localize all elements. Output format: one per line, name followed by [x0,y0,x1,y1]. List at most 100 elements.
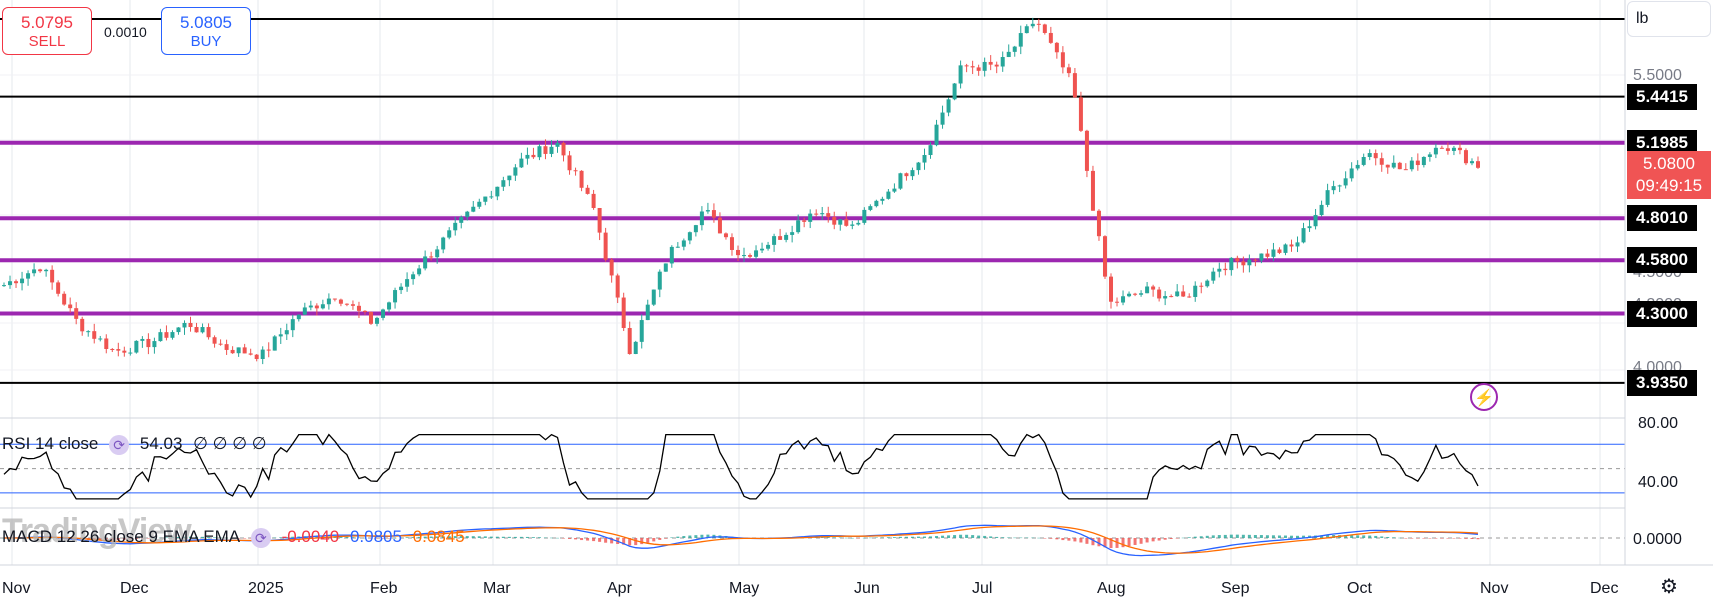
candle-body [308,305,313,308]
macd-legend[interactable]: MACD 12 26 close 9 EMA EMA ⟳ -0.0040 0.0… [2,527,471,548]
settings-gear-icon[interactable]: ⚙ [1660,576,1678,598]
macd-histogram-bar [543,537,547,539]
macd-histogram-bar [622,538,626,545]
macd-histogram-bar [195,536,199,538]
buy-label: BUY [190,33,222,50]
macd-histogram-bar [1169,538,1173,539]
candle-body [1385,164,1390,168]
time-axis-label: Aug [1097,580,1125,597]
macd-histogram-bar [122,538,126,540]
macd-histogram-bar [971,535,975,538]
buy-button[interactable]: 5.0805 BUY [161,7,251,55]
macd-histogram-bar [1193,536,1197,538]
lightning-icon[interactable]: ⚡ [1470,383,1498,411]
candle-body [555,142,560,147]
macd-histogram-bar [1356,535,1360,538]
candle-body [874,200,879,207]
refresh-icon[interactable]: ⟳ [109,434,130,455]
refresh-icon[interactable]: ⟳ [250,527,271,548]
macd-axis-label: 0.0000 [1633,531,1682,548]
macd-histogram-bar [1404,538,1408,539]
macd-histogram-bar [158,537,162,539]
macd-histogram-bar [1043,538,1047,539]
macd-pane: 0.0000 [0,524,1682,557]
macd-histogram-bar [1326,535,1330,538]
macd-histogram-bar [435,536,439,538]
macd-histogram-bar [562,538,566,539]
macd-histogram-bar [574,538,578,540]
unit-selector[interactable]: lb [1627,1,1711,37]
macd-histogram-bar [1229,534,1233,538]
macd-signal-line [4,525,1479,554]
macd-histogram-bar [1205,535,1209,538]
candle-body [633,341,638,355]
candle-body [302,307,307,315]
macd-histogram-bar [1458,538,1462,539]
macd-histogram-bar [152,537,156,539]
current-price: 5.0800 [1643,154,1695,173]
candle-body [44,269,49,272]
candle-body [483,196,488,202]
sell-button[interactable]: 5.0795 SELL [2,7,92,55]
candle-body [711,210,716,218]
candle-body [92,331,97,339]
macd-histogram-bar [134,538,138,539]
macd-histogram-bar [1163,538,1167,540]
macd-histogram-bar [182,536,186,538]
macd-histogram-bar [1398,537,1402,539]
macd-histogram-bar [1452,538,1456,539]
time-axis-label: Jul [972,580,992,597]
candle-body [790,232,795,235]
candle-body [1109,276,1114,302]
macd-histogram-bar [249,538,253,539]
macd-histogram-bar [1145,538,1149,543]
macd-histogram-bar [959,534,963,538]
candle-body [621,297,626,329]
macd-histogram-bar [489,536,493,538]
candle-body [224,344,229,350]
macd-line-value: 0.0805 [349,527,402,546]
price-level-tag: 4.5800 [1627,247,1697,274]
horizontal-levels[interactable] [0,18,1625,384]
candle-body [754,250,759,257]
time-axis-label: Feb [370,580,398,597]
macd-histogram-bar [580,538,584,541]
macd-histogram-bar [549,537,553,539]
candle-body [1463,150,1468,164]
macd-histogram-bar [1277,535,1281,538]
candle-body [447,230,452,238]
rsi-pane: 80.00 40.00 [0,415,1678,500]
macd-histogram-bar [459,536,463,538]
candle-body [1259,253,1264,261]
candle-body [916,162,921,171]
macd-histogram-bar [832,537,836,538]
macd-histogram-bar [953,535,957,538]
candle-body [429,256,434,258]
candle-body [1211,271,1216,281]
candle-body [375,317,380,324]
macd-histogram-bar [1037,537,1041,539]
rsi-axis-label: 40.00 [1638,474,1678,491]
macd-histogram-bar [634,538,638,546]
candle-body [1054,42,1059,53]
macd-histogram-bar [652,538,656,542]
macd-histogram-bar [1302,535,1306,538]
macd-histogram-bar [664,538,668,539]
macd-histogram-bar [1085,538,1089,544]
macd-histogram-bar [604,538,608,543]
time-axis-label: Nov [1480,580,1508,597]
candle-body [850,224,855,226]
macd-histogram-bar [1031,537,1035,539]
rsi-legend[interactable]: RSI 14 close ⟳ 54.03 ∅ ∅ ∅ ∅ [2,434,273,455]
candle-body [1325,190,1330,205]
candle-body [1102,236,1107,277]
candle-body [212,337,217,344]
macd-histogram-bar [1374,535,1378,538]
candle-body [495,186,500,197]
candle-body [832,216,837,225]
candle-body [699,211,704,226]
candle-body [796,220,801,233]
rsi-axis-label: 80.00 [1638,415,1678,432]
